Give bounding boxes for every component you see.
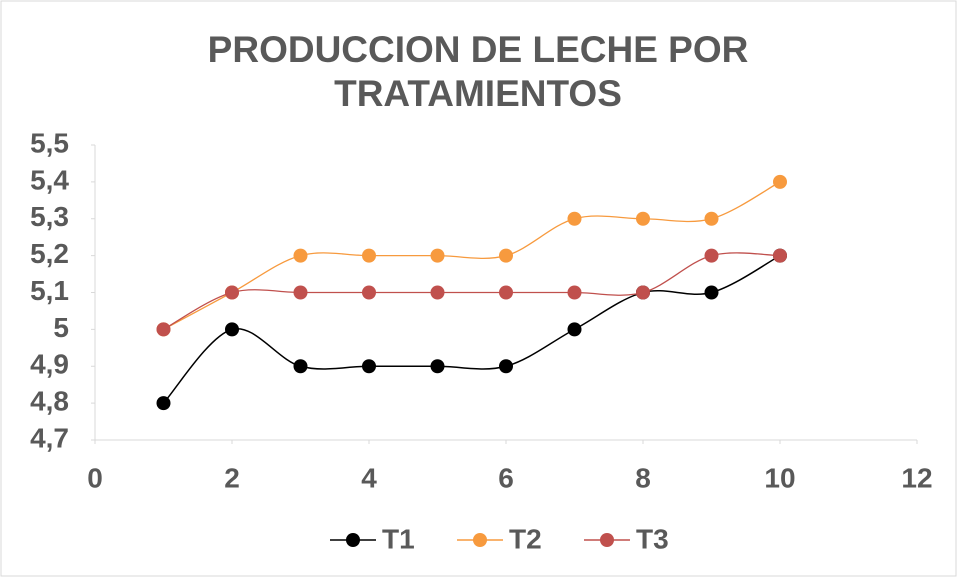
- y-tick-label: 5,2: [30, 238, 69, 269]
- marker: [156, 396, 171, 411]
- x-tick-label: 2: [224, 462, 240, 493]
- marker: [293, 359, 308, 374]
- y-tick-label: 5: [53, 312, 69, 343]
- series-line: [162, 254, 781, 404]
- legend-marker: [473, 533, 487, 547]
- marker: [430, 359, 445, 374]
- legend-marker: [346, 533, 360, 547]
- marker: [773, 174, 787, 189]
- series-line: [163, 252, 781, 330]
- y-tick-label: 5,1: [30, 275, 69, 306]
- marker: [499, 248, 513, 263]
- marker: [636, 285, 650, 300]
- y-tick-label: 4,7: [30, 422, 69, 453]
- chart-title: PRODUCCION DE LECHE POR TRATAMIENTOS: [207, 29, 749, 114]
- legend-label: T1: [382, 523, 415, 554]
- marker: [773, 248, 787, 263]
- y-tick-label: 4,8: [30, 386, 69, 417]
- marker: [430, 248, 445, 263]
- legend-label: T3: [636, 523, 669, 554]
- x-tick-label: 12: [901, 462, 932, 493]
- marker: [225, 285, 239, 300]
- y-tick-label: 5,5: [30, 127, 69, 158]
- marker: [362, 359, 376, 374]
- x-tick-label: 8: [635, 462, 651, 493]
- x-tick-label: 0: [87, 462, 103, 493]
- x-tick-label: 10: [764, 462, 795, 493]
- marker: [362, 248, 376, 263]
- marker: [362, 285, 376, 300]
- marker: [225, 322, 239, 337]
- marker: [567, 322, 582, 337]
- x-tick-label: 6: [498, 462, 514, 493]
- marker: [704, 248, 719, 263]
- marker: [430, 285, 445, 300]
- marker: [567, 211, 582, 226]
- marker: [499, 285, 513, 300]
- y-tick-label: 5,3: [30, 201, 69, 232]
- marker: [636, 211, 650, 226]
- marker: [293, 285, 308, 300]
- marker: [567, 285, 582, 300]
- legend-marker: [600, 533, 614, 547]
- series-line: [163, 181, 781, 330]
- marker: [704, 211, 719, 226]
- marker: [156, 322, 171, 337]
- x-tick-label: 4: [361, 462, 377, 493]
- marker: [499, 359, 513, 374]
- y-tick-label: 5,4: [30, 164, 69, 195]
- marker: [704, 285, 719, 300]
- marker: [293, 248, 308, 263]
- legend-label: T2: [509, 523, 542, 554]
- y-tick-label: 4,9: [30, 349, 69, 380]
